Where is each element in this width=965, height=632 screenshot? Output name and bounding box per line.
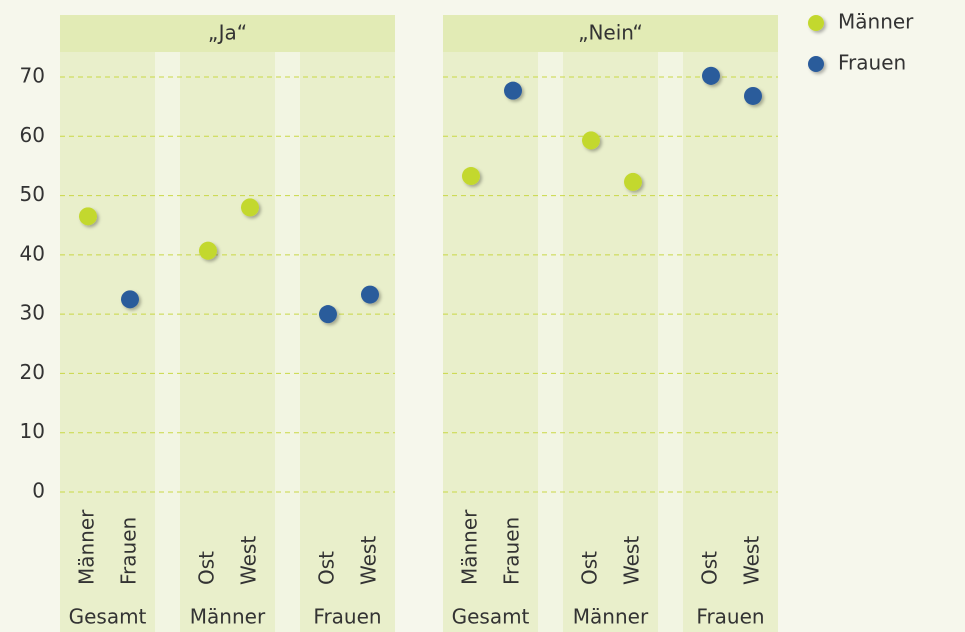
group-column — [180, 15, 275, 632]
group-column — [60, 15, 155, 632]
panel-header — [443, 15, 778, 52]
y-tick-label: 30 — [20, 301, 45, 325]
x-tick-label: Frauen — [117, 517, 141, 585]
legend-marker — [808, 56, 824, 72]
legend-marker — [808, 15, 824, 31]
group-label: Männer — [190, 605, 266, 629]
x-tick-label: Männer — [458, 509, 482, 585]
group-label: Männer — [573, 605, 649, 629]
x-tick-label: West — [740, 536, 764, 585]
x-tick-label: Ost — [315, 551, 339, 585]
dot — [702, 66, 720, 85]
x-tick-label: Frauen — [500, 517, 524, 585]
y-tick-label: 50 — [20, 182, 45, 206]
group-column — [443, 15, 538, 632]
group-column — [300, 15, 395, 632]
y-tick-label: 40 — [20, 241, 45, 265]
y-tick-label: 10 — [20, 419, 45, 443]
x-tick-label: Ost — [195, 551, 219, 585]
group-label: Frauen — [696, 605, 764, 629]
group-column — [683, 15, 778, 632]
y-tick-label: 60 — [20, 123, 45, 147]
dot — [79, 207, 97, 226]
panel-header — [60, 15, 395, 52]
group-label: Gesamt — [69, 605, 147, 629]
legend-label: Frauen — [838, 51, 906, 75]
dot — [582, 131, 600, 150]
dot — [361, 285, 379, 304]
dot — [744, 86, 762, 105]
x-tick-label: Ost — [578, 551, 602, 585]
panel-title: „Nein“ — [578, 21, 643, 45]
legend-label: Männer — [838, 10, 914, 34]
x-tick-label: West — [357, 536, 381, 585]
dot — [624, 172, 642, 191]
dot — [121, 290, 139, 309]
y-tick-label: 20 — [20, 360, 45, 384]
x-tick-label: Ost — [698, 551, 722, 585]
dot — [241, 198, 259, 217]
group-label: Frauen — [313, 605, 381, 629]
dot — [319, 305, 337, 324]
x-tick-label: West — [620, 536, 644, 585]
group-column — [563, 15, 658, 632]
x-tick-label: West — [237, 536, 261, 585]
dot — [504, 81, 522, 100]
y-tick-label: 0 — [32, 479, 45, 503]
panel-title: „Ja“ — [208, 21, 247, 45]
x-tick-label: Männer — [75, 509, 99, 585]
y-tick-label: 70 — [20, 64, 45, 88]
dot — [199, 241, 217, 260]
dot — [462, 167, 480, 186]
group-label: Gesamt — [452, 605, 530, 629]
